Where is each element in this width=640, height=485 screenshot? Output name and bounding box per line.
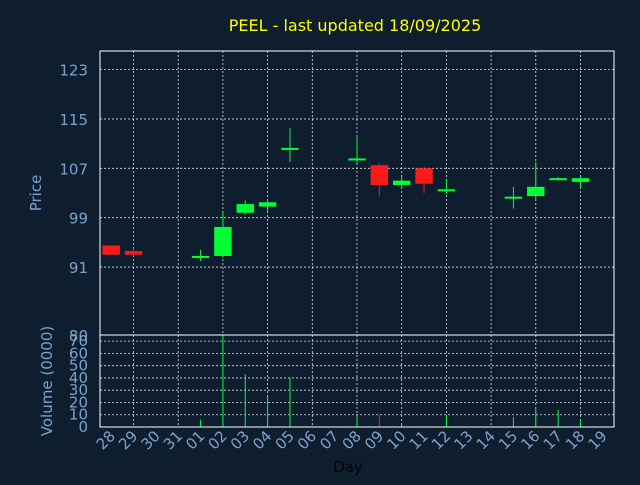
price-tick-label: 115 [59, 111, 88, 129]
price-axis-label: Price [27, 175, 45, 212]
candle-body [258, 202, 277, 207]
volume-axis-label: Volume (0000) [38, 326, 56, 436]
candle-body [571, 178, 590, 182]
price-y-ticks: 91 99 107 115 123 [59, 62, 88, 278]
price-grid [100, 51, 614, 335]
candle-body [415, 168, 433, 184]
price-tick-label: 91 [69, 259, 88, 277]
price-tick-label: 99 [69, 210, 88, 228]
candle-body [348, 158, 366, 161]
x-axis-ticks: 2829303101020304050607080910111213141516… [93, 427, 611, 453]
x-axis-label: Day [333, 458, 363, 476]
candle-body [504, 196, 523, 199]
volume-tick-label: 20 [69, 393, 88, 411]
candle-body [549, 178, 567, 181]
candle-body [392, 180, 411, 185]
volume-tick-label: 0 [78, 418, 88, 436]
candle-body [102, 245, 120, 255]
volume-tick-label: 60 [69, 344, 88, 362]
candle-body [281, 147, 299, 150]
candle-body [124, 251, 143, 255]
price-tick-label: 123 [59, 62, 88, 80]
candle-body [236, 204, 254, 213]
candle-body [214, 226, 232, 256]
price-candles [102, 128, 590, 261]
candle-body [370, 165, 389, 185]
volume-tick-label: 10 [69, 406, 88, 424]
volume-bars [133, 336, 581, 427]
candle-body [191, 255, 210, 258]
candle-body [437, 189, 456, 192]
volume-tick-label: 70 [69, 332, 88, 350]
volume-tick-label: 80 [69, 327, 88, 345]
volume-tick-label: 30 [69, 381, 88, 399]
volume-tick-label: 50 [69, 357, 88, 375]
candle-body [527, 186, 545, 197]
volume-panel-frame [99, 334, 615, 428]
chart-title: PEEL - last updated 18/09/2025 [229, 16, 482, 35]
volume-tick-label: 40 [69, 369, 88, 387]
price-tick-label: 107 [59, 160, 88, 178]
